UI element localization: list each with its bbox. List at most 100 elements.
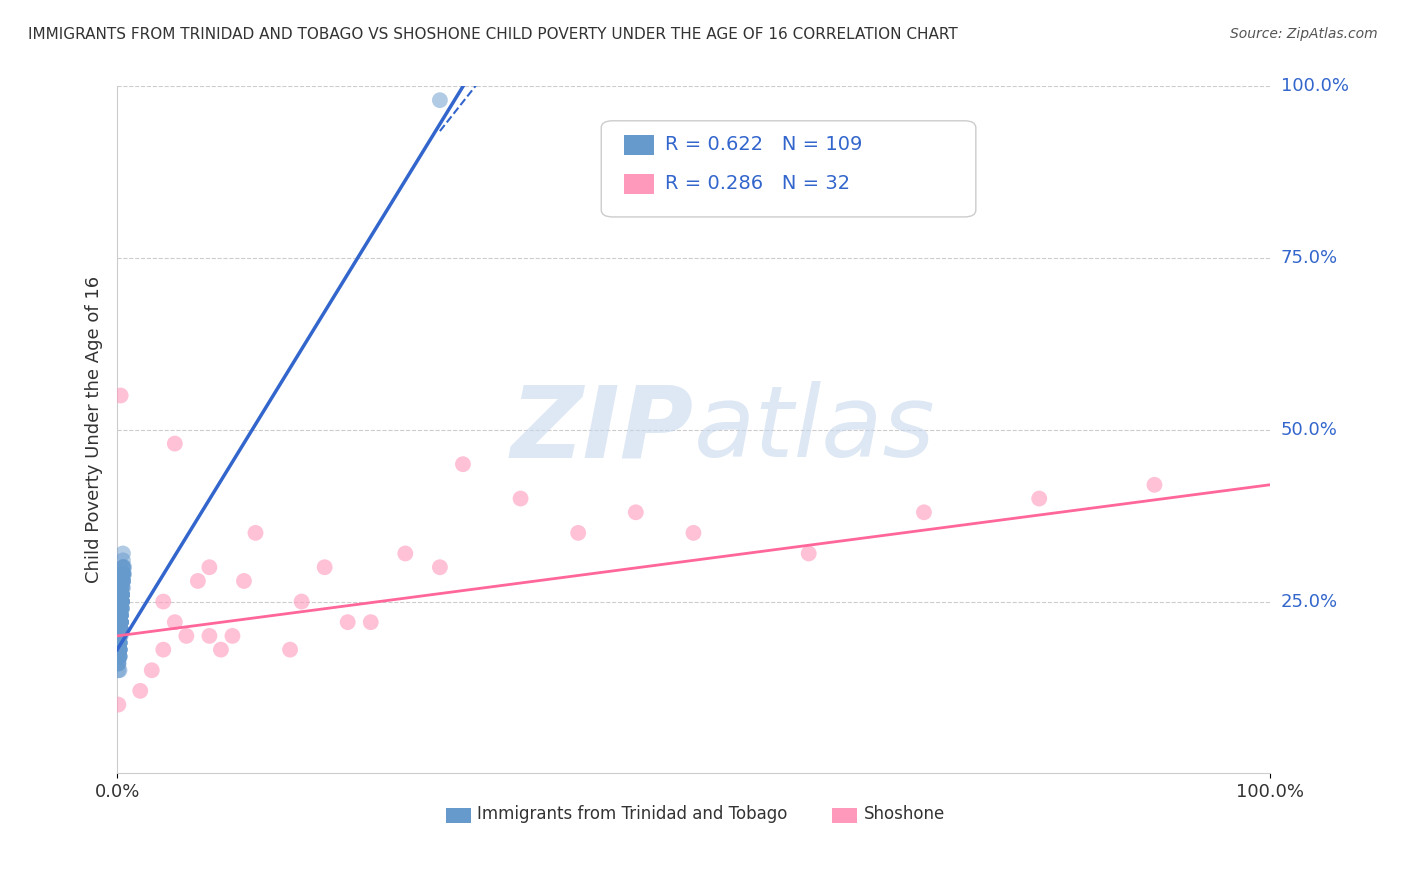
Point [209,642,232,657]
Text: R = 0.286   N = 32: R = 0.286 N = 32 [665,175,849,194]
Point [111,574,134,588]
Point [111,567,134,582]
Point [111,581,134,595]
Point [110,615,132,629]
Point [682,525,704,540]
Point [110,608,132,623]
Point [108,649,131,664]
Point [110,615,132,629]
Point [110,622,132,636]
Point [110,615,132,629]
Text: IMMIGRANTS FROM TRINIDAD AND TOBAGO VS SHOSHONE CHILD POVERTY UNDER THE AGE OF 1: IMMIGRANTS FROM TRINIDAD AND TOBAGO VS S… [28,27,957,42]
Point [176,629,198,643]
Point [110,608,132,623]
Point [111,581,134,595]
Point [108,649,131,664]
Point [110,574,132,588]
Point [108,649,131,664]
Point [111,594,134,608]
Point [111,588,134,602]
Point [111,581,134,595]
Point [107,657,129,671]
Point [567,525,589,540]
Point [111,594,134,608]
Point [111,567,134,582]
Point [110,388,132,402]
Point [111,594,134,608]
Point [107,663,129,677]
Point [108,636,131,650]
Point [111,574,134,588]
Point [107,698,129,712]
Point [108,642,131,657]
Point [110,629,132,643]
Point [108,642,131,657]
Point [111,588,134,602]
Text: atlas: atlas [693,382,935,478]
Point [198,629,221,643]
Point [624,505,647,519]
Point [111,594,134,608]
Point [233,574,256,588]
Point [108,629,131,643]
Point [110,622,132,636]
Point [111,601,134,615]
Point [110,615,132,629]
Point [110,608,132,623]
Point [110,601,132,615]
Point [797,546,820,560]
Point [110,601,132,615]
Point [278,642,301,657]
Point [110,608,132,623]
Point [110,608,132,623]
Point [111,560,134,574]
Point [110,622,132,636]
Point [108,642,131,657]
Point [152,642,174,657]
Point [112,567,135,582]
Point [108,663,131,677]
Point [111,574,134,588]
Point [336,615,359,629]
Point [360,615,382,629]
Point [110,601,132,615]
Point [110,622,132,636]
Point [108,636,131,650]
FancyBboxPatch shape [832,807,858,822]
Point [111,574,134,588]
Point [111,553,134,567]
Point [108,636,131,650]
Point [111,567,134,582]
Text: 100.0%: 100.0% [1281,78,1348,95]
Point [111,594,134,608]
FancyBboxPatch shape [624,174,654,194]
Point [111,567,134,582]
Point [108,642,131,657]
Point [111,588,134,602]
Point [111,588,134,602]
Point [107,649,129,664]
Text: 75.0%: 75.0% [1281,249,1339,267]
Point [111,588,134,602]
Point [111,588,134,602]
Point [108,636,131,650]
Point [163,615,186,629]
Point [429,93,451,107]
Point [108,649,131,664]
FancyBboxPatch shape [446,807,471,822]
Point [110,608,132,623]
Point [107,642,129,657]
Point [1143,477,1166,491]
Point [112,560,135,574]
Point [141,663,163,677]
Point [245,525,267,540]
Point [111,546,134,560]
Point [111,594,134,608]
Point [198,560,221,574]
Point [110,615,132,629]
Point [107,636,129,650]
Y-axis label: Child Poverty Under the Age of 16: Child Poverty Under the Age of 16 [86,277,103,583]
Point [111,601,134,615]
Point [111,581,134,595]
Point [129,683,152,698]
